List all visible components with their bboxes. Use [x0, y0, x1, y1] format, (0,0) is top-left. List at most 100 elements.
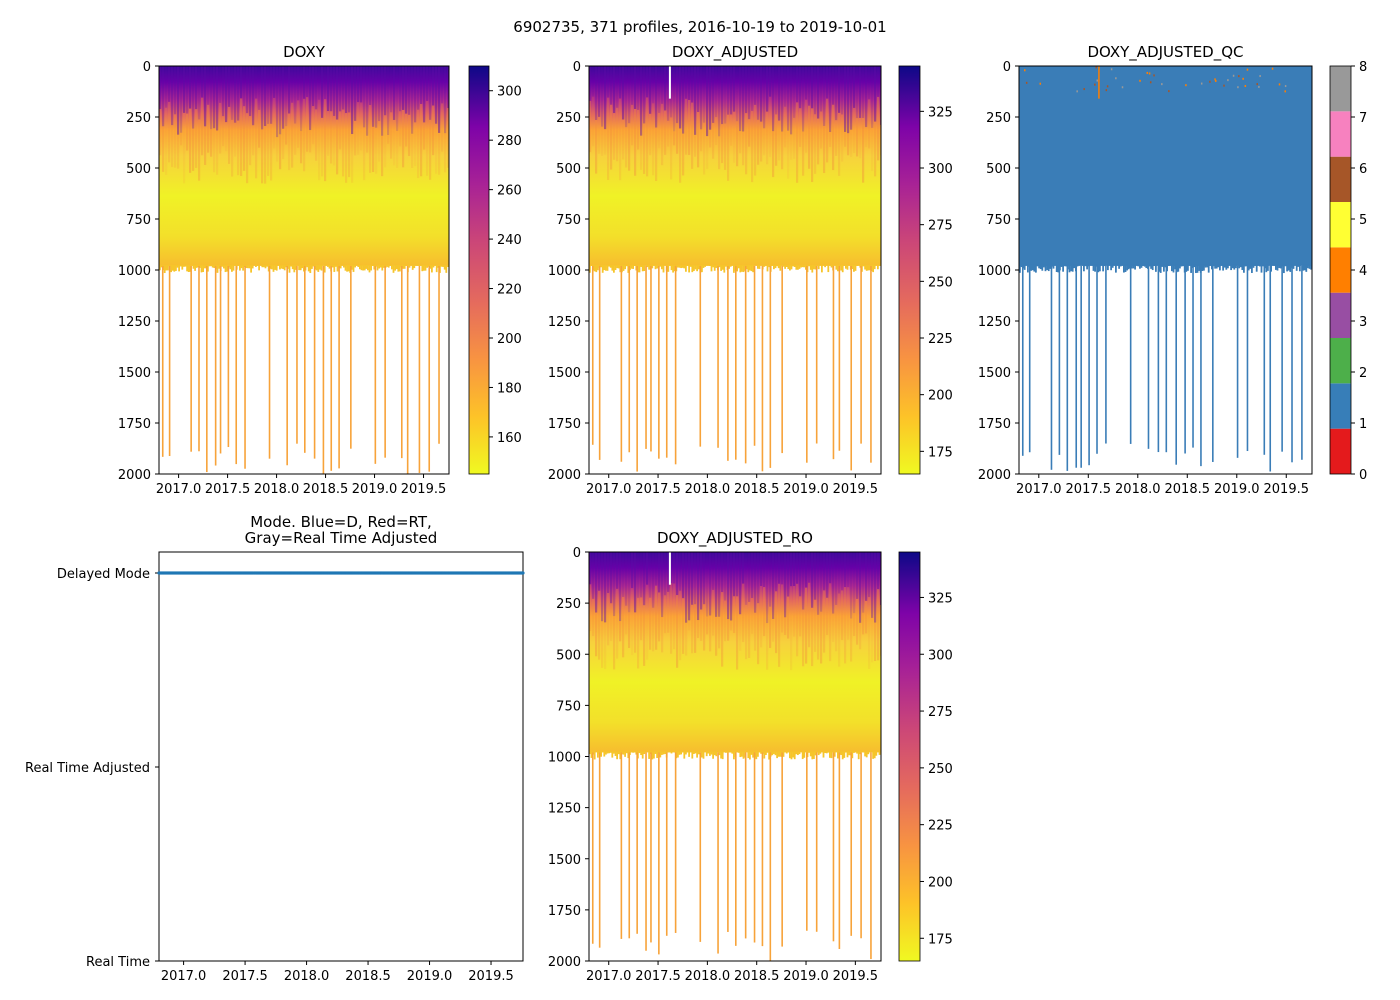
doxy-profile-bottom — [402, 264, 404, 269]
doxy_adjusted_qc-flag-mark — [1149, 81, 1152, 84]
doxy_adjusted_ro-profile-bottom — [805, 751, 807, 752]
doxy_adjusted_ro-streak — [619, 621, 622, 642]
doxy_adjusted_ro-streak — [610, 552, 613, 604]
doxy_adjusted_ro-deep-profile — [838, 752, 841, 949]
doxy_adjusted-profile-bottom — [725, 264, 727, 267]
doxy_adjusted-profile-bottom — [803, 264, 806, 268]
doxy_adjusted_ro-profile-bottom — [677, 751, 679, 758]
doxy_adjusted-streak — [871, 127, 874, 171]
doxy_adjusted-deep-profile — [860, 265, 862, 444]
doxy_adjusted-streak — [607, 97, 610, 181]
doxy_adjusted_qc-profile-bottom — [1055, 264, 1058, 272]
doxy_adjusted-profile-bottom — [779, 264, 782, 271]
doxy_adjusted-profile-bottom — [680, 264, 682, 269]
doxy-profile-bottom — [315, 264, 318, 271]
doxy_adjusted-streak — [862, 66, 865, 118]
doxy_adjusted-streak — [802, 66, 805, 132]
doxy_adjusted_ro-profile-bottom — [600, 751, 602, 757]
doxy-streak — [291, 102, 294, 168]
doxy_adjusted-streak — [832, 104, 835, 171]
doxy_adjusted_qc-profile-bottom — [1155, 264, 1157, 272]
doxy_adjusted_ro-profile-bottom — [653, 751, 655, 759]
doxy_adjusted-colorbar-tick-label: 175 — [928, 445, 953, 460]
doxy_adjusted-profile-bottom — [878, 264, 881, 266]
doxy-profile-bottom — [248, 264, 251, 269]
doxy-streak — [282, 128, 285, 160]
doxy-streak — [429, 66, 432, 120]
doxy_adjusted_qc-xtick-label: 2017.0 — [1016, 482, 1062, 497]
doxy_adjusted-profile-bottom — [622, 264, 625, 271]
mode-ytick-label: Real Time — [86, 955, 150, 970]
doxy_adjusted-deep-profile — [658, 265, 660, 459]
doxy_adjusted-profile-bottom — [633, 264, 636, 267]
doxy_adjusted-streak — [601, 126, 604, 156]
doxy-profile-bottom — [224, 264, 227, 273]
doxy-profile-bottom — [336, 264, 339, 272]
doxy-streak — [273, 66, 276, 98]
doxy_adjusted_qc-profile-bottom — [1287, 264, 1290, 271]
doxy-deep-profile — [219, 265, 222, 454]
doxy_adjusted_ro-xtick-label: 2018.5 — [734, 969, 780, 984]
doxy_adjusted_ro-deep-profile — [815, 752, 818, 932]
doxy_adjusted-profile-bottom — [721, 264, 724, 270]
doxy_adjusted_ro-profile-bottom — [741, 751, 743, 757]
doxy-streak — [420, 103, 423, 177]
doxy-streak — [213, 128, 216, 173]
doxy-profile-bottom — [333, 264, 336, 272]
doxy_adjusted-profile-bottom — [792, 264, 794, 267]
doxy_adjusted_ro-streak — [853, 613, 856, 636]
doxy_adjusted_ro-streak — [859, 622, 862, 650]
doxy_adjusted_ro-streak — [589, 584, 592, 631]
doxy-profile-bottom — [299, 264, 302, 271]
doxy_adjusted-streak — [766, 111, 769, 165]
doxy_adjusted_ro-streak — [808, 552, 811, 583]
doxy_adjusted-profile-bottom — [808, 264, 810, 267]
doxy-deep-profile — [313, 265, 316, 459]
doxy-profile-bottom — [359, 264, 361, 270]
doxy_adjusted-profile-bottom — [659, 264, 662, 267]
doxy_adjusted_ro-profile-bottom — [681, 751, 684, 753]
doxy_adjusted_ro-profile-bottom — [843, 751, 846, 758]
doxy_adjusted-profile-bottom — [800, 264, 802, 268]
doxy-streak — [333, 115, 336, 166]
doxy-streak — [183, 66, 186, 113]
doxy_adjusted-streak — [736, 66, 739, 122]
doxy_adjusted_ro-streak — [703, 552, 706, 605]
doxy_adjusted_ro-profile-bottom — [667, 751, 670, 753]
doxy_adjusted_ro-profile-bottom — [787, 751, 790, 753]
doxy-profile-bottom — [386, 264, 388, 267]
doxy_adjusted_qc-profile-bottom — [1065, 264, 1068, 267]
doxy_adjusted_qc-flag-mark — [1076, 90, 1078, 93]
doxy-streak — [288, 113, 291, 171]
doxy_adjusted_qc-profile-bottom — [1063, 264, 1066, 267]
doxy-profile-bottom — [282, 264, 284, 270]
doxy_adjusted_qc-profile-bottom — [1179, 264, 1181, 269]
doxy-profile-bottom — [159, 264, 161, 271]
doxy_adjusted_qc-profile-bottom — [1019, 264, 1021, 273]
doxy-streak — [327, 66, 330, 112]
doxy-streak — [435, 123, 438, 174]
doxy-streak — [207, 66, 210, 105]
doxy_adjusted-streak — [832, 66, 835, 105]
doxy_adjusted_ro-profile-bottom — [790, 751, 793, 760]
doxy_adjusted-streak — [682, 66, 685, 134]
doxy-profile-bottom — [352, 264, 355, 272]
doxy_adjusted_qc-profile-bottom — [1060, 264, 1063, 267]
doxy_adjusted-streak — [592, 66, 595, 97]
doxy-streak — [228, 66, 231, 107]
doxy-xtick-label: 2017.5 — [205, 482, 251, 497]
doxy_adjusted-profile-bottom — [648, 264, 650, 270]
doxy_adjusted-streak — [778, 66, 781, 121]
doxy_adjusted_ro-deep-profile — [832, 752, 835, 942]
doxy_adjusted_ro-streak — [664, 552, 667, 596]
doxy-streak — [234, 66, 237, 123]
doxy-streak — [333, 66, 336, 116]
doxy_adjusted_qc-xtick-label: 2017.5 — [1066, 482, 1112, 497]
doxy_adjusted_ro-streak — [859, 552, 862, 623]
doxy_adjusted_qc-flag-mark — [1244, 85, 1247, 88]
doxy_adjusted_qc-profile-bottom — [1236, 264, 1239, 266]
doxy_adjusted-streak — [799, 108, 802, 147]
doxy_adjusted_qc-deep-profile — [1175, 265, 1177, 465]
doxy_adjusted-streak — [730, 114, 733, 146]
doxy_adjusted-streak — [691, 102, 694, 169]
